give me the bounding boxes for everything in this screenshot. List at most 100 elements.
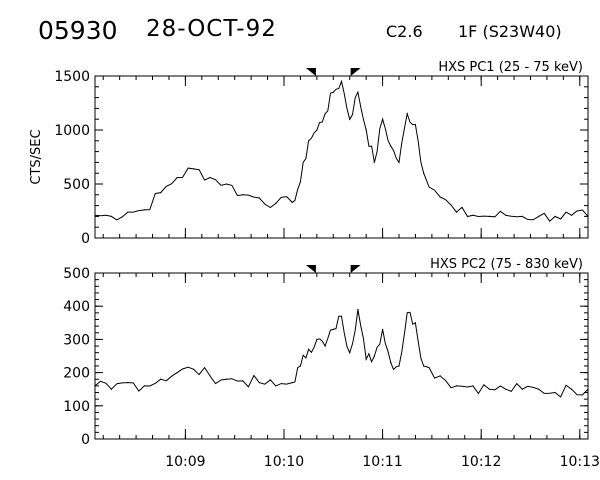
data-point <box>472 214 474 216</box>
data-point <box>127 211 129 213</box>
data-point <box>414 124 416 126</box>
y-tick-label: 0 <box>81 231 90 247</box>
data-point <box>225 183 228 185</box>
data-point <box>406 312 408 314</box>
data-point <box>505 388 507 390</box>
data-point <box>299 181 301 183</box>
data-point <box>94 214 96 216</box>
data-point <box>94 385 96 387</box>
y-tick-label: 500 <box>63 266 90 282</box>
data-point <box>538 215 540 217</box>
data-point <box>521 388 523 390</box>
data-point <box>176 372 178 374</box>
data-point <box>587 215 589 217</box>
data-point <box>398 365 400 367</box>
data-point <box>308 140 310 142</box>
y-tick-label: 500 <box>63 177 90 193</box>
y-tick-label: 400 <box>63 299 90 315</box>
data-point <box>193 368 195 370</box>
data-point <box>110 388 112 390</box>
data-point <box>373 355 375 357</box>
data-point <box>349 352 351 354</box>
interval-marker <box>305 68 316 76</box>
data-point <box>275 202 277 204</box>
y-tick-label: 200 <box>63 366 90 382</box>
data-point <box>406 113 408 115</box>
data-point <box>365 358 367 360</box>
event-id: 05930 <box>38 16 118 45</box>
data-point <box>390 145 392 147</box>
data-point <box>258 382 260 384</box>
data-point <box>382 328 384 330</box>
x-tick-label: 10:11 <box>362 454 402 470</box>
data-point <box>472 385 474 387</box>
data-point <box>423 365 425 367</box>
x-tick-label: 10:09 <box>165 454 205 470</box>
data-point <box>332 328 334 330</box>
data-point <box>143 209 145 211</box>
data-point <box>324 113 326 115</box>
data-point <box>488 388 490 390</box>
data-point <box>340 315 343 317</box>
y-tick-label: 1000 <box>54 123 90 139</box>
data-point <box>571 214 573 216</box>
data-point <box>521 215 523 217</box>
data-point <box>308 348 310 350</box>
panel-2: 0 100 200 300 400 500 10:09 10:10 10:11 10:12 10:1… <box>63 257 600 470</box>
data-point <box>209 176 211 179</box>
interval-marker <box>305 265 316 273</box>
data-point <box>414 322 416 324</box>
data-point <box>398 161 400 163</box>
y-tick-label: 0 <box>81 432 90 448</box>
data-point <box>382 118 384 120</box>
data-point <box>332 91 334 93</box>
data-point <box>225 378 228 380</box>
data-point <box>488 215 490 217</box>
data-point <box>357 91 359 93</box>
data-point <box>209 375 211 377</box>
data-point <box>538 388 540 390</box>
data-point <box>455 385 458 387</box>
data-point <box>127 382 129 384</box>
data-point <box>316 338 318 340</box>
x-tick-label: 10:10 <box>264 454 304 470</box>
data-point <box>373 161 375 163</box>
data-point <box>316 129 318 131</box>
plot-frame <box>94 75 589 239</box>
data-point <box>390 362 392 364</box>
series-line <box>94 79 589 222</box>
flare-importance-location: 1F (S23W40) <box>458 22 562 41</box>
goes-class: C2.6 <box>386 22 423 41</box>
data-point <box>439 375 441 377</box>
data-point <box>242 194 244 196</box>
series-line <box>94 309 589 398</box>
y-tick-label: 300 <box>63 332 90 348</box>
plot-frame <box>94 272 589 440</box>
data-point <box>242 380 244 382</box>
data-point <box>439 196 441 198</box>
event-date: 28-OCT-92 <box>146 16 277 42</box>
y-axis-label: CTS/SEC <box>29 129 44 184</box>
data-point <box>365 129 367 131</box>
data-point <box>324 345 326 347</box>
y-tick-label: 100 <box>63 399 90 415</box>
data-point <box>299 365 301 367</box>
panel-title: HXS PC2 (75 - 830 keV) <box>430 257 583 272</box>
data-point <box>340 80 343 82</box>
data-point <box>258 197 260 199</box>
data-point <box>160 192 162 194</box>
data-point <box>349 118 351 120</box>
data-point <box>423 172 425 174</box>
panel-title: HXS PC1 (25 - 75 keV) <box>438 60 583 75</box>
x-tick-label: 10:13 <box>560 454 600 470</box>
interval-marker <box>350 265 361 273</box>
data-point <box>110 215 112 217</box>
data-point <box>571 388 573 390</box>
data-point <box>176 176 178 179</box>
data-point <box>505 214 507 216</box>
data-point <box>275 385 277 387</box>
y-tick-label: 1500 <box>54 69 90 85</box>
data-point <box>587 388 589 390</box>
interval-marker <box>350 68 361 76</box>
